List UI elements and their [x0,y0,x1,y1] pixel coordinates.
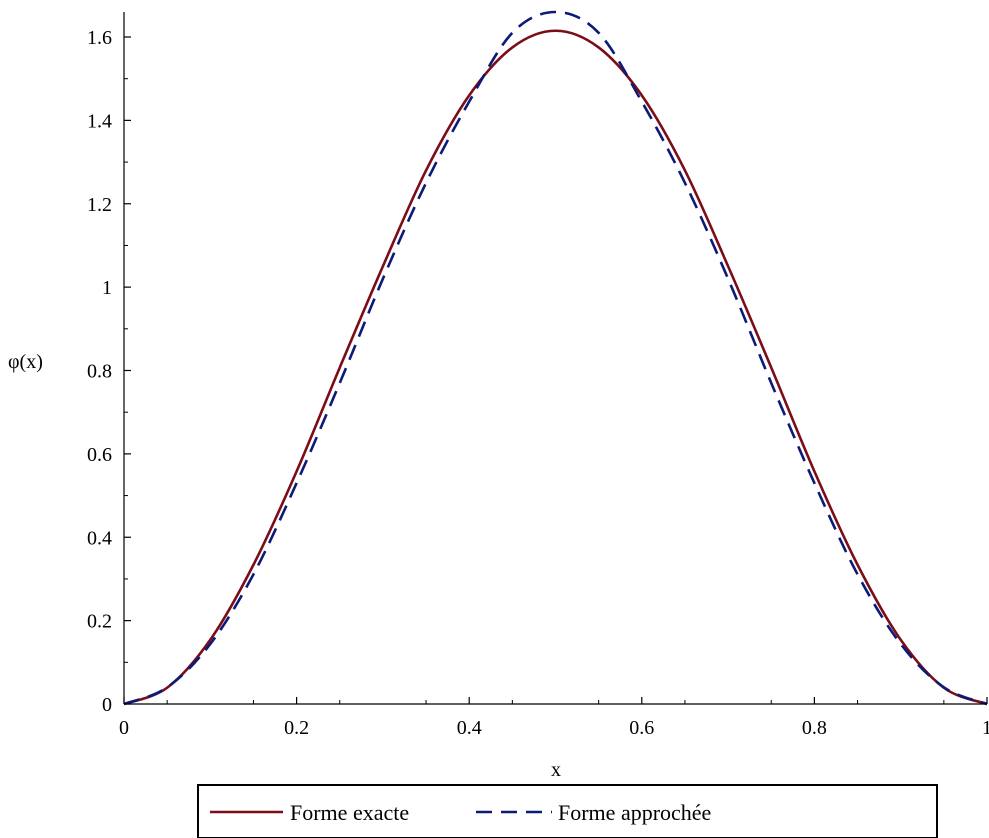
y-tick-label: 1.6 [87,27,112,49]
x-tick-label: 0.2 [284,717,309,739]
series-line-approx [123,10,988,706]
y-tick-label: 1.4 [87,110,112,132]
x-tick-label: 0.4 [457,717,482,739]
series-line-exact [123,29,988,706]
x-axis-label: x [551,759,561,781]
y-axis-label: φ(x) [8,351,43,373]
legend-box [197,784,938,838]
legend-label-approx: Forme approchée [558,800,711,825]
y-axis-ticks: 0 0.2 0.4 0.6 0.8 1 1.2 1.4 1.6 [87,27,131,716]
legend: Forme exacte Forme approchée [197,784,938,838]
plot-area: 0 0.2 0.4 0.6 0.8 1 0 0.2 0.4 0.6 0.8 1 1.2 1.4 1.6 [87,10,989,739]
y-tick-label: 0.6 [87,444,112,466]
x-tick-label: 0.8 [802,717,827,739]
legend-label-exact: Forme exacte [290,800,409,825]
y-tick-label: 0.4 [87,527,112,549]
y-tick-label: 1.2 [87,194,112,216]
series-layer [123,10,988,706]
x-tick-label: 1 [982,717,989,739]
x-tick-label: 0 [119,717,129,739]
y-tick-label: 0.8 [87,361,112,383]
y-tick-label: 0.2 [87,611,112,633]
y-tick-label: 1 [102,277,112,299]
y-tick-label: 0 [102,694,112,716]
x-axis-ticks: 0 0.2 0.4 0.6 0.8 1 [119,697,989,739]
x-tick-label: 0.6 [629,717,654,739]
